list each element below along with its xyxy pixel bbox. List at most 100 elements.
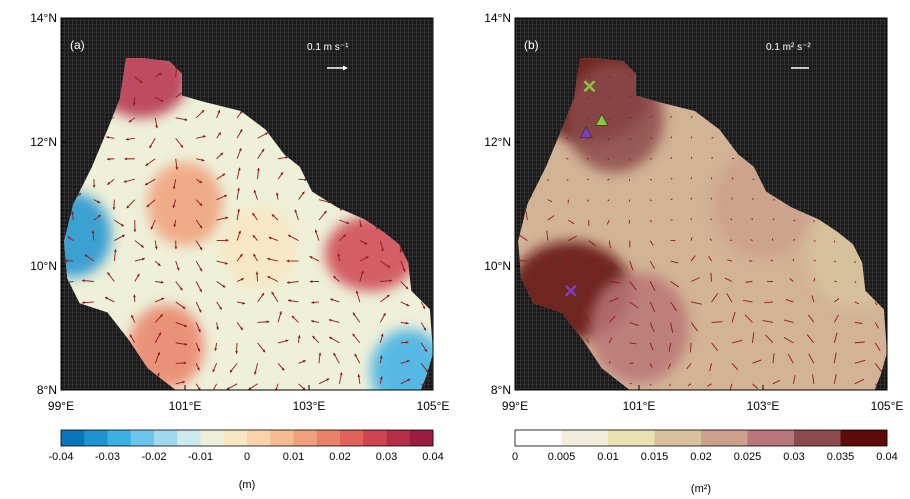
vector-arrowhead xyxy=(261,293,265,297)
vector-arrow xyxy=(707,383,712,387)
vector-arrow xyxy=(649,240,654,246)
vector-arrowhead xyxy=(155,125,158,129)
vector-arrow xyxy=(772,353,775,364)
vector-arrowhead xyxy=(314,229,318,233)
vector-arrowhead xyxy=(121,234,125,238)
panel-a-ticks: 99°E 101°E 103°E 105°E 8°N 10°N 12°N 14°N xyxy=(30,11,449,413)
vector-arrowhead xyxy=(379,376,383,380)
vector-arrowhead xyxy=(212,390,215,393)
vector-arrowhead xyxy=(255,271,259,275)
vector-arrow xyxy=(708,255,712,262)
vector-arrowhead xyxy=(174,246,178,250)
vector-arrowhead xyxy=(97,214,101,218)
vector-arrowhead xyxy=(201,110,205,113)
vector-arrow xyxy=(649,116,652,119)
vector-arrowhead xyxy=(180,144,183,148)
vector-arrow xyxy=(808,314,815,323)
colorbar-tick-label: 0.025 xyxy=(734,451,762,463)
vector-arrowhead xyxy=(266,320,270,324)
vector-arrowhead xyxy=(197,367,200,371)
vector-arrowhead xyxy=(405,286,409,290)
vector-arrow xyxy=(752,383,758,389)
vector-arrowhead xyxy=(406,303,410,307)
panel-b-label: (b) xyxy=(524,38,539,52)
colorbar-tick-label: 0.035 xyxy=(827,451,855,463)
vector-arrowhead xyxy=(280,172,284,176)
vector-arrowhead xyxy=(294,209,298,213)
vector-arrow xyxy=(787,353,794,364)
vector-arrowhead xyxy=(364,241,368,245)
vector-arrowhead xyxy=(145,163,149,166)
marker-cross xyxy=(583,80,596,93)
vector-arrow xyxy=(783,337,794,344)
vector-arrow xyxy=(588,76,591,79)
panel-b-frame xyxy=(514,17,888,391)
vector-arrow xyxy=(667,363,672,369)
y-tick-label: 10°N xyxy=(484,259,511,273)
vector-arrow xyxy=(727,259,733,262)
vector-arrowhead xyxy=(287,299,291,303)
colorbar-b-unit: (m²) xyxy=(691,483,711,495)
vector-arrowhead xyxy=(125,137,129,141)
vector-arrow xyxy=(874,342,881,352)
colorbar-b: 0 0.005 0.01 0.015 0.02 0.025 0.03 0.035 0.04 xyxy=(512,429,898,463)
vector-arrow xyxy=(808,353,815,364)
vector-arrow xyxy=(690,115,693,119)
colorbar-tick-label: 0.015 xyxy=(641,451,669,463)
vector-arrow xyxy=(806,334,815,344)
vector-arrowhead xyxy=(399,249,403,253)
vector-arrowhead xyxy=(199,268,203,272)
vector-arrowhead xyxy=(422,305,426,309)
vector-arrowhead xyxy=(262,349,266,353)
x-tick-label: 99°E xyxy=(48,399,74,413)
x-tick-label: 101°E xyxy=(169,399,202,413)
vector-arrowhead xyxy=(172,205,176,208)
colorbar-swatch xyxy=(293,430,318,446)
vector-arrowhead xyxy=(183,361,187,365)
vector-arrow xyxy=(765,334,774,344)
vector-arrow xyxy=(690,136,693,139)
x-tick-label: 103°E xyxy=(293,399,326,413)
vector-arrow xyxy=(731,339,743,344)
vector-arrowhead xyxy=(183,324,187,328)
vector-arrowhead xyxy=(157,263,161,267)
vector-arrowhead xyxy=(301,191,305,195)
vector-arrow xyxy=(547,199,553,203)
vector-arrowhead xyxy=(407,378,411,382)
vector-arrow xyxy=(789,278,794,282)
vector-arrowhead xyxy=(333,352,337,356)
colorbar-swatch xyxy=(200,430,225,446)
vector-arrowhead xyxy=(380,333,384,337)
vector-arrowhead xyxy=(271,291,275,295)
vector-arrowhead xyxy=(97,200,101,204)
colorbar-swatch xyxy=(747,430,795,446)
vector-arrow xyxy=(607,158,610,161)
vector-arrowhead xyxy=(182,306,186,309)
vector-arrowhead xyxy=(302,387,306,390)
vector-arrowhead xyxy=(286,259,290,263)
marker-cross xyxy=(564,284,577,297)
vector-arrow xyxy=(211,383,218,390)
vector-arrowhead xyxy=(405,340,409,344)
vector-arrowhead xyxy=(136,273,140,277)
scale-arrowhead xyxy=(343,65,348,71)
vector-arrowhead xyxy=(216,327,219,330)
vector-arrow xyxy=(670,198,673,201)
vector-arrow xyxy=(628,220,631,224)
vector-arrowhead xyxy=(309,256,313,259)
vector-arrowhead xyxy=(237,187,240,191)
vector-arrowhead xyxy=(184,342,188,346)
vector-arrowhead xyxy=(172,186,176,190)
vector-arrowhead xyxy=(237,208,240,212)
vector-arrow xyxy=(587,291,590,302)
vector-arrowhead xyxy=(256,167,260,171)
vector-arrowhead xyxy=(339,372,343,376)
vector-arrowhead xyxy=(239,129,243,133)
vector-arrow xyxy=(629,342,637,345)
vector-arrow xyxy=(686,363,692,370)
colorbar-tick-label: 0.02 xyxy=(690,451,711,463)
vector-arrowhead xyxy=(253,253,256,257)
vector-arrow xyxy=(793,219,796,222)
colorbar-swatch xyxy=(270,430,294,446)
